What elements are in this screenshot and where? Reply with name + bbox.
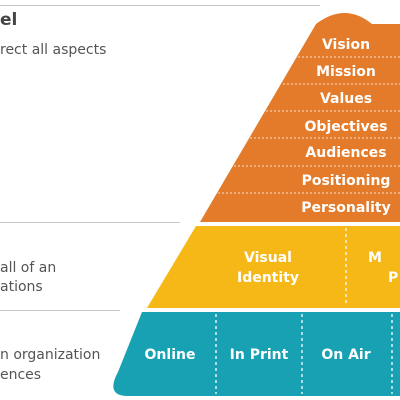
tier-label-audiences: Audiences	[305, 145, 386, 161]
cell-separators	[215, 228, 393, 394]
bottom-cell-in-print: In Print	[230, 347, 289, 363]
tier-label-personality: Personality	[301, 200, 390, 216]
middle-cell-2-line1: M	[368, 250, 382, 266]
bottom-tier-description-line1: n organization	[0, 347, 101, 363]
bottom-cell-on-air: On Air	[321, 347, 370, 363]
bottom-tier-description-line2: ences	[0, 367, 42, 383]
tier-label-vision: Vision	[322, 37, 370, 53]
top-tier-orange	[200, 13, 400, 222]
bottom-tier-teal	[113, 312, 400, 396]
middle-tier-description-line2: ations	[0, 279, 43, 295]
top-tier-description: rect all aspects	[0, 42, 107, 58]
top-tier-separators	[218, 56, 400, 194]
middle-cell-1-line2: Identity	[237, 270, 299, 286]
section-title-fragment: el	[0, 10, 18, 30]
middle-cell-1-line1: Visual	[244, 250, 292, 266]
top-rule	[0, 5, 320, 6]
middle-rule	[0, 222, 180, 223]
middle-tier-yellow	[147, 226, 400, 308]
bottom-rule	[0, 310, 120, 311]
tier-label-positioning: Positioning	[302, 173, 391, 189]
tier-label-objectives: Objectives	[305, 119, 388, 135]
middle-tier-description-line1: all of an	[0, 260, 57, 276]
middle-cell-2-line2: P	[388, 270, 398, 286]
tier-label-values: Values	[320, 91, 372, 107]
tier-label-mission: Mission	[316, 64, 376, 80]
bottom-cell-online: Online	[145, 347, 196, 363]
